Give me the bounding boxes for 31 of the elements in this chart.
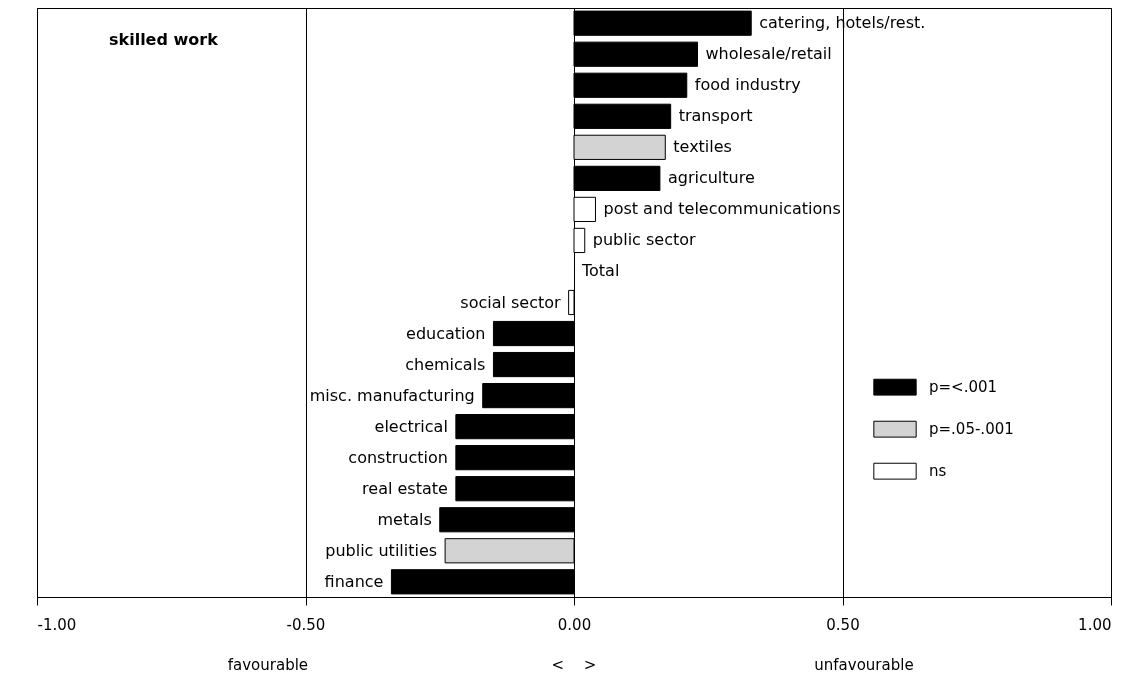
x-tick-label: 0.50	[826, 615, 860, 634]
x-tick-label: 0.00	[557, 615, 592, 634]
text: skilled work	[109, 30, 219, 49]
text: favourable	[227, 656, 309, 674]
x-tick-label: -1.00	[37, 615, 77, 634]
x-tick-label: -0.50	[286, 615, 326, 634]
y-tick-label: Total	[581, 261, 620, 281]
legend-label: p=.05-.001	[929, 420, 1014, 439]
y-tick-label: electrical	[374, 416, 448, 436]
y-tick-label: finance	[324, 571, 384, 591]
text: unfavourable	[814, 656, 914, 674]
text: >	[583, 656, 597, 674]
y-tick-label: post and telecommunications	[603, 199, 841, 219]
y-tick-label: food industry	[694, 75, 801, 95]
y-tick-label: wholesale/retail	[705, 44, 832, 64]
y-tick-label: metals	[377, 509, 432, 529]
legend-label: ns	[929, 462, 947, 481]
legend-label: p=<.001	[929, 378, 998, 397]
y-tick-label: social sector	[460, 292, 562, 312]
y-tick-label: public sector	[592, 230, 697, 250]
text: <	[551, 656, 565, 674]
y-tick-label: agriculture	[667, 168, 755, 188]
y-tick-label: chemicals	[405, 354, 486, 374]
y-tick-label: construction	[348, 447, 448, 467]
y-tick-label: real estate	[362, 478, 448, 498]
y-tick-label: public utilities	[325, 540, 438, 560]
y-tick-label: misc. manufacturing	[309, 385, 475, 405]
y-tick-label: transport	[678, 106, 753, 126]
y-tick-label: education	[406, 323, 486, 343]
x-tick-label: 1.00	[1078, 615, 1112, 634]
y-tick-label: textiles	[673, 137, 732, 157]
